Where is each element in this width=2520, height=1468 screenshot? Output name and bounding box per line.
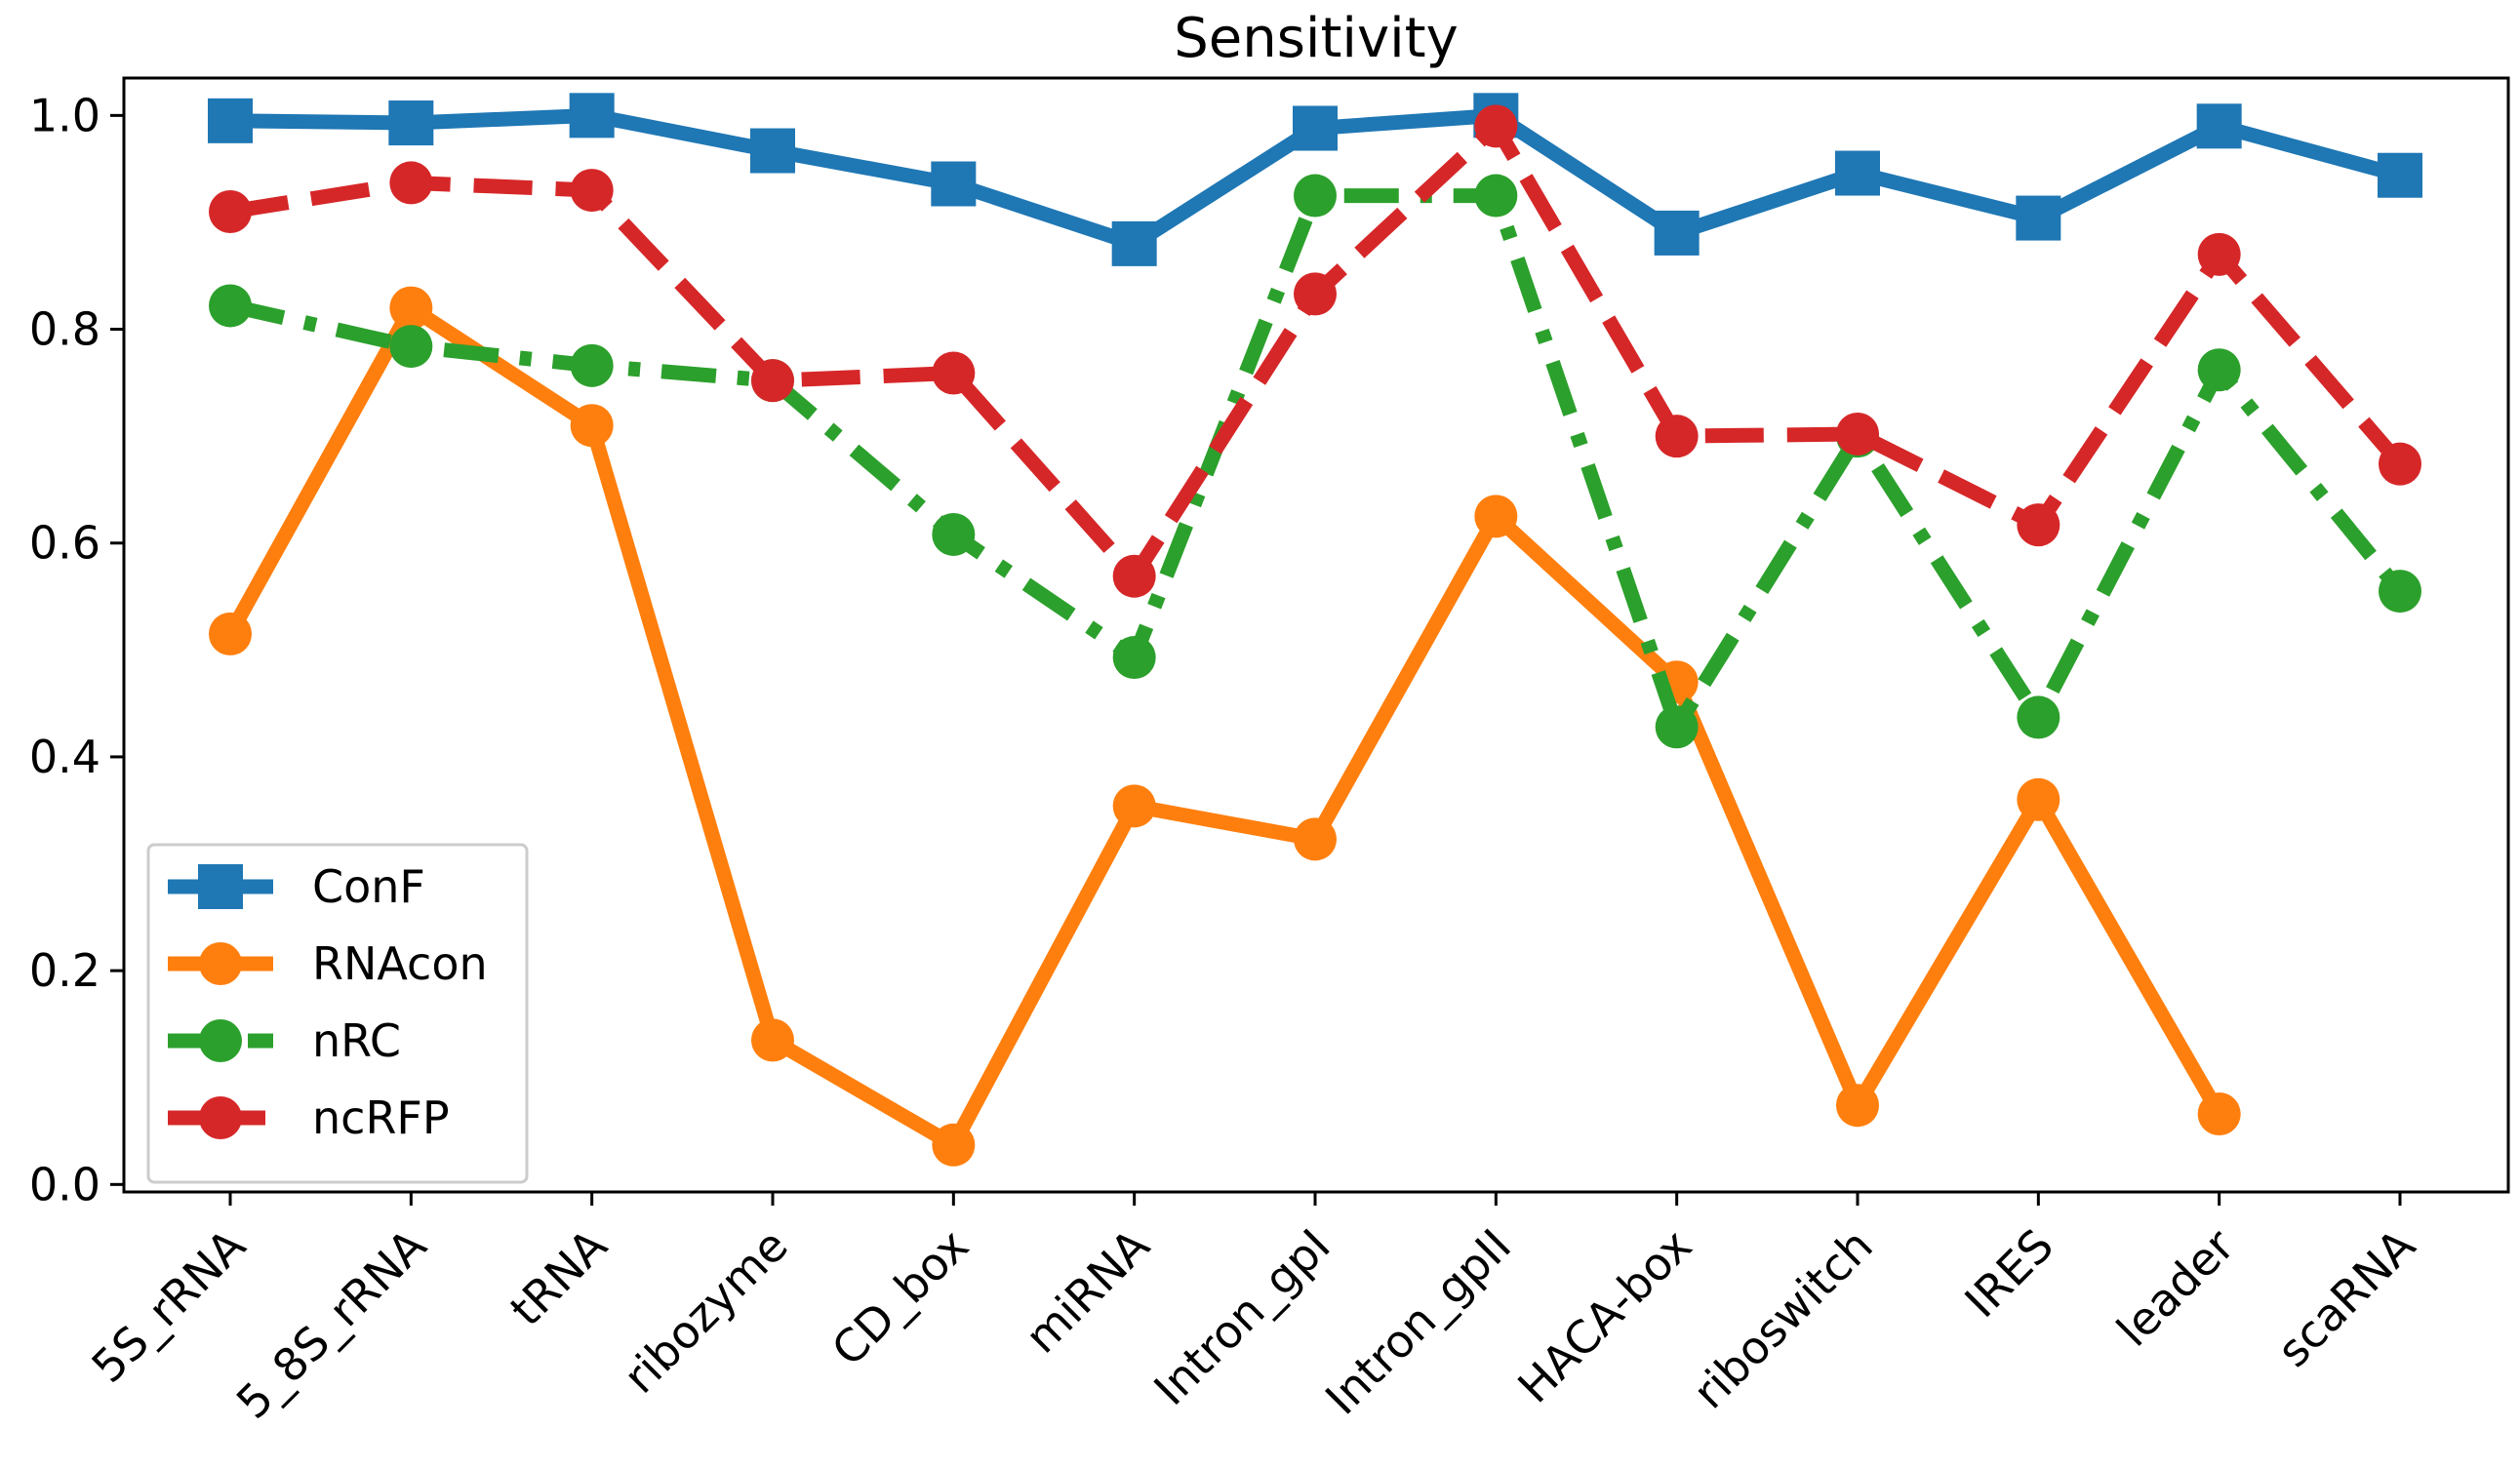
data-point-rnacon <box>389 286 433 330</box>
x-tick-label: 5S_rRNA <box>81 1218 256 1393</box>
data-point-rnacon <box>2017 777 2060 821</box>
legend-label: nRC <box>312 1014 401 1067</box>
data-point-ncrfp <box>1294 272 1337 316</box>
x-tick-label: riboswitch <box>1683 1219 1883 1419</box>
x-tick-label: IRES <box>1955 1219 2064 1329</box>
x-tick-label: tRNA <box>500 1218 617 1335</box>
data-point-nrc <box>389 325 433 369</box>
x-tick-label: ribozyme <box>614 1219 798 1404</box>
data-point-nrc <box>1112 636 1156 680</box>
data-point-conf <box>1293 105 1338 151</box>
data-point-nrc <box>2017 695 2060 739</box>
data-point-ncrfp <box>2197 232 2241 276</box>
data-point-rnacon <box>1294 817 1337 861</box>
y-tick-label: 0.2 <box>29 944 100 997</box>
legend-entry-nrc: nRC <box>168 1014 401 1067</box>
data-point-conf <box>388 100 434 146</box>
data-point-nrc <box>1655 705 1699 749</box>
y-tick-label: 0.4 <box>29 731 100 783</box>
series-ncrfp <box>209 104 2421 598</box>
series-line-rnacon <box>223 300 2226 1153</box>
data-point-conf <box>2016 195 2061 241</box>
y-tick-label: 0.8 <box>29 303 100 356</box>
legend-marker <box>198 864 243 909</box>
data-point-ncrfp <box>1112 554 1156 598</box>
data-point-ncrfp <box>2379 442 2421 486</box>
legend-label: ConF <box>312 860 425 913</box>
legend-marker <box>199 942 242 985</box>
data-point-ncrfp <box>389 161 433 205</box>
y-axis: 0.0 0.2 0.4 0.6 0.8 1.0 <box>29 89 124 1210</box>
x-tick-label: CD_box <box>821 1219 979 1376</box>
data-point-conf <box>569 93 615 139</box>
data-point-rnacon <box>570 404 614 448</box>
data-point-nrc <box>1294 174 1337 218</box>
legend-box <box>146 843 529 1184</box>
x-tick-label: miRNA <box>1015 1218 1159 1363</box>
data-point-conf <box>931 161 977 207</box>
data-point-conf <box>750 128 795 174</box>
y-tick-label: 0.0 <box>29 1158 100 1210</box>
x-tick-label: 5_8S_rRNA <box>226 1218 437 1429</box>
x-tick-label: Intron_gpI <box>1143 1219 1340 1415</box>
legend-marker <box>199 1019 242 1062</box>
data-point-ncrfp <box>570 169 614 213</box>
series-rnacon <box>209 286 2241 1167</box>
x-tick-label: Intron_gpII <box>1315 1219 1521 1425</box>
data-point-conf <box>1654 210 1700 256</box>
legend-label: RNAcon <box>312 937 488 990</box>
legend-entry-conf: ConF <box>168 860 425 913</box>
x-tick-label: scaRNA <box>2267 1218 2426 1377</box>
data-point-rnacon <box>1836 1084 1879 1128</box>
x-tick-label: HACA-box <box>1507 1219 1701 1413</box>
data-point-ncrfp <box>209 189 252 233</box>
data-point-conf <box>1111 220 1157 266</box>
data-point-rnacon <box>209 612 252 655</box>
data-point-rnacon <box>1112 784 1156 828</box>
data-point-conf <box>1835 150 1880 196</box>
data-point-nrc <box>932 512 976 556</box>
data-point-ncrfp <box>2017 503 2060 547</box>
y-tick-label: 0.6 <box>29 517 100 570</box>
data-point-rnacon <box>932 1123 976 1167</box>
series-layer <box>208 93 2422 1167</box>
legend-entry-ncrfp: ncRFP <box>168 1091 450 1144</box>
x-tick-label: leader <box>2106 1219 2244 1357</box>
data-point-conf <box>2196 103 2242 149</box>
data-point-rnacon <box>751 1018 794 1062</box>
data-point-conf <box>2378 152 2422 198</box>
data-point-ncrfp <box>1655 415 1699 458</box>
data-point-ncrfp <box>1836 412 1879 456</box>
legend-marker <box>199 1096 242 1139</box>
data-point-nrc <box>1474 174 1518 218</box>
data-point-ncrfp <box>1474 104 1518 148</box>
data-point-rnacon <box>1474 495 1518 538</box>
data-point-ncrfp <box>751 359 794 403</box>
data-point-conf <box>208 98 253 143</box>
data-point-nrc <box>2197 348 2241 392</box>
legend: ConF RNAcon nRC ncRFP <box>146 843 529 1184</box>
chart-title: Sensitivity <box>1174 7 1459 70</box>
data-point-nrc <box>2379 570 2421 614</box>
data-point-ncrfp <box>932 351 976 395</box>
y-tick-label: 1.0 <box>29 89 100 141</box>
legend-entry-rnacon: RNAcon <box>168 937 488 990</box>
data-point-nrc <box>570 343 614 387</box>
data-point-nrc <box>209 284 252 328</box>
legend-label: ncRFP <box>312 1091 450 1144</box>
data-point-rnacon <box>2197 1091 2241 1135</box>
